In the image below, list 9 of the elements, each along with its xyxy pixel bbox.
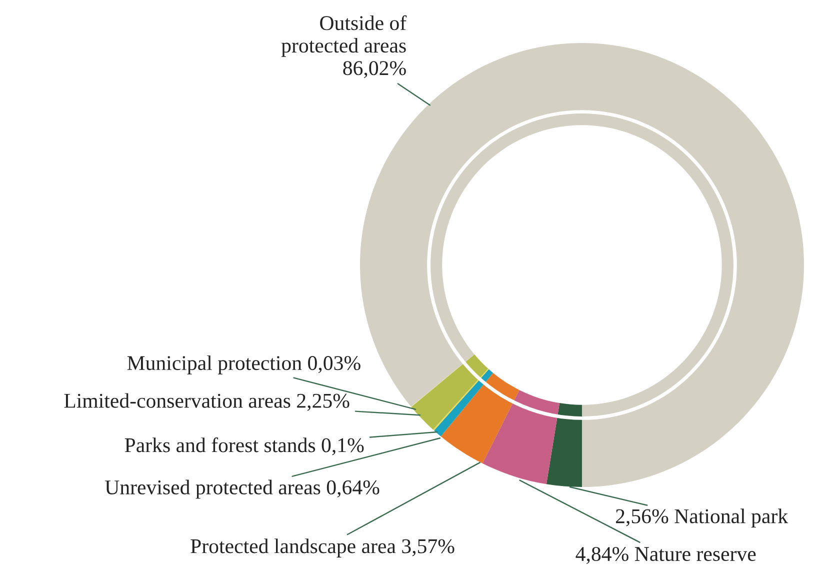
slice-label: Parks and forest stands 0,1% xyxy=(124,437,364,456)
slice-label: Municipal protection 0,03% xyxy=(127,355,360,374)
slice-label: Protected landscape area 3,57% xyxy=(190,538,454,558)
slice-label: Limited-conservation areas 2,25% xyxy=(64,393,350,411)
data-label: 86,02% xyxy=(343,61,406,78)
slice-label: 4,84% Nature reserve xyxy=(576,546,756,564)
slice-label: Outside of protected areas xyxy=(281,15,407,57)
slice-label: Unrevised protected areas 0,64% xyxy=(105,480,380,499)
slice-label: 2,56% National park xyxy=(616,508,788,528)
